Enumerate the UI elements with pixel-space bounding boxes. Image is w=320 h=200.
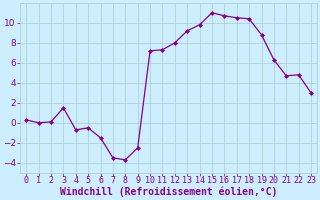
- X-axis label: Windchill (Refroidissement éolien,°C): Windchill (Refroidissement éolien,°C): [60, 187, 277, 197]
